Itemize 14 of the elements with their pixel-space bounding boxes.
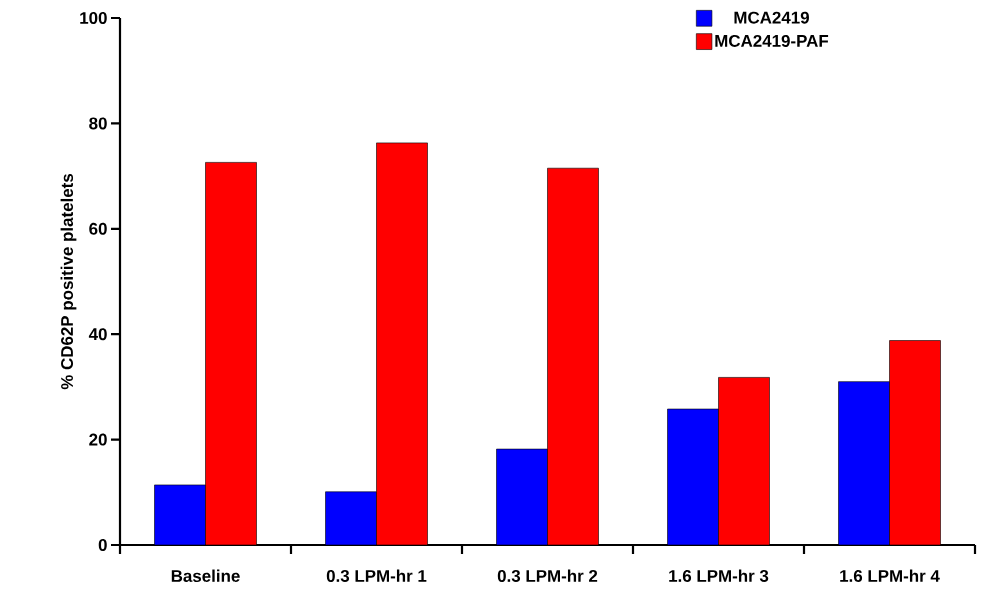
y-tick-label: 40 [88,328,107,341]
x-tick-label: 0.3 LPM-hr 2 [497,569,598,582]
y-tick-label: 80 [89,117,107,130]
legend-label: MCA2419 [734,11,809,24]
x-tick-label: 1.6 LPM-hr 4 [840,569,940,582]
y-axis-title: % CD62P positive platelets [60,173,77,390]
y-tick-label: 100 [80,12,107,24]
x-tick-label: 0.3 LPM-hr 1 [326,569,427,582]
legend-label: MCA2419-PAF [715,34,829,47]
y-tick-label: 20 [89,433,107,446]
x-tick-label: 1.6 LPM-hr 3 [669,569,769,582]
x-tick-label: Baseline [171,569,240,582]
y-tick-label: 0 [98,539,107,551]
y-tick-label: 60 [89,222,107,235]
